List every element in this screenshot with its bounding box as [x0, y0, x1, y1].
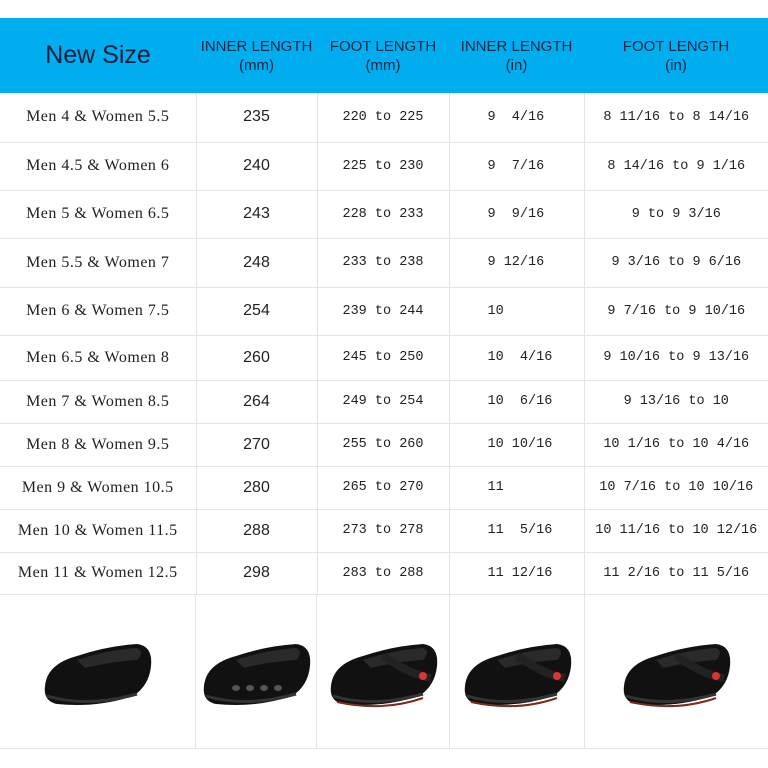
shoe-image	[450, 594, 585, 748]
foot-length-mm-cell: 239 to 244	[317, 287, 450, 336]
clog-icon	[203, 644, 311, 705]
size-cell: Men 10 & Women 11.5	[0, 509, 197, 553]
inner-length-in-cell: 9 4/16	[449, 93, 585, 143]
inner-length-in-cell: 10 6/16	[449, 380, 585, 424]
product-images-row	[0, 594, 768, 749]
inner-length-in-cell: 11 12/16	[449, 552, 585, 595]
table-row: Men 4 & Women 5.5 235 220 to 225 9 4/16 8 11…	[0, 93, 768, 143]
clog-icon	[624, 644, 731, 708]
foot-length-in-cell: 10 11/16 to 10 12/16	[584, 509, 768, 553]
clog-icon	[330, 644, 438, 708]
clog-icon	[464, 644, 572, 708]
size-cell: Men 7 & Women 8.5	[0, 380, 197, 424]
foot-length-mm-cell: 220 to 225	[317, 93, 450, 143]
inner-length-mm-cell: 240	[196, 142, 318, 191]
size-cell: Men 5.5 & Women 7	[0, 238, 197, 288]
shoe-image	[0, 594, 196, 748]
foot-length-in-cell: 10 7/16 to 10 10/16	[584, 466, 768, 510]
inner-length-in-cell: 10 10/16	[449, 423, 585, 467]
foot-length-mm-cell: 228 to 233	[317, 190, 450, 239]
size-cell: Men 4.5 & Women 6	[0, 142, 197, 191]
foot-length-mm-cell: 273 to 278	[317, 509, 450, 553]
table-row: Men 5.5 & Women 7 248 233 to 238 9 12/16 9 3…	[0, 238, 768, 288]
table-header: New Size INNER LENGTH (mm) FOOT LENGTH (mm…	[0, 18, 768, 93]
inner-length-mm-cell: 260	[196, 335, 318, 381]
foot-length-mm-cell: 225 to 230	[317, 142, 450, 191]
header-foot-length-in: FOOT LENGTH (in)	[622, 37, 730, 74]
foot-length-in-cell: 8 14/16 to 9 1/16	[584, 142, 768, 191]
inner-length-mm-cell: 254	[196, 287, 318, 336]
inner-length-in-cell: 9 7/16	[449, 142, 585, 191]
inner-length-in-cell: 9 9/16	[449, 190, 585, 239]
inner-length-mm-cell: 288	[196, 509, 318, 553]
size-table: Men 4 & Women 5.5 235 220 to 225 9 4/16 8 11…	[0, 93, 768, 595]
table-row: Men 6.5 & Women 8 260 245 to 250 10 4/16 9 1…	[0, 335, 768, 381]
table-row: Men 7 & Women 8.5 264 249 to 254 10 6/16 9 1…	[0, 380, 768, 424]
foot-length-in-cell: 11 2/16 to 11 5/16	[584, 552, 768, 595]
shoe-image	[196, 594, 318, 748]
inner-length-in-cell: 10	[449, 287, 585, 336]
size-cell: Men 6 & Women 7.5	[0, 287, 197, 336]
table-row: Men 10 & Women 11.5 288 273 to 278 11 5/16 1…	[0, 509, 768, 553]
table-row: Men 6 & Women 7.5 254 239 to 244 10 9 7/16 t…	[0, 287, 768, 336]
size-cell: Men 5 & Women 6.5	[0, 190, 197, 239]
foot-length-in-cell: 9 10/16 to 9 13/16	[584, 335, 768, 381]
inner-length-mm-cell: 298	[196, 552, 318, 595]
foot-length-mm-cell: 265 to 270	[317, 466, 450, 510]
table-row: Men 4.5 & Women 6 240 225 to 230 9 7/16 8 14…	[0, 142, 768, 191]
foot-length-mm-cell: 249 to 254	[317, 380, 450, 424]
table-row: Men 11 & Women 12.5 298 283 to 288 11 12/16…	[0, 552, 768, 595]
inner-length-mm-cell: 248	[196, 238, 318, 288]
foot-length-in-cell: 9 13/16 to 10	[584, 380, 768, 424]
size-cell: Men 4 & Women 5.5	[0, 93, 197, 143]
foot-length-mm-cell: 245 to 250	[317, 335, 450, 381]
clog-icon	[45, 644, 152, 705]
header-inner-length-mm: INNER LENGTH (mm)	[200, 37, 313, 74]
inner-length-in-cell: 11 5/16	[449, 509, 585, 553]
size-cell: Men 11 & Women 12.5	[0, 552, 197, 595]
header-foot-length-mm: FOOT LENGTH (mm)	[329, 37, 437, 74]
foot-length-in-cell: 9 7/16 to 9 10/16	[584, 287, 768, 336]
foot-length-in-cell: 9 to 9 3/16	[584, 190, 768, 239]
foot-length-in-cell: 10 1/16 to 10 4/16	[584, 423, 768, 467]
foot-length-mm-cell: 283 to 288	[317, 552, 450, 595]
foot-length-mm-cell: 255 to 260	[317, 423, 450, 467]
size-cell: Men 8 & Women 9.5	[0, 423, 197, 467]
table-row: Men 8 & Women 9.5 270 255 to 260 10 10/16 10…	[0, 423, 768, 467]
inner-length-mm-cell: 280	[196, 466, 318, 510]
foot-length-in-cell: 9 3/16 to 9 6/16	[584, 238, 768, 288]
size-cell: Men 6.5 & Women 8	[0, 335, 197, 381]
inner-length-mm-cell: 270	[196, 423, 318, 467]
foot-length-in-cell: 8 11/16 to 8 14/16	[584, 93, 768, 143]
foot-length-mm-cell: 233 to 238	[317, 238, 450, 288]
shoe-image	[317, 594, 450, 748]
inner-length-in-cell: 9 12/16	[449, 238, 585, 288]
inner-length-mm-cell: 264	[196, 380, 318, 424]
shoe-image	[585, 594, 768, 748]
inner-length-in-cell: 11	[449, 466, 585, 510]
table-row: Men 9 & Women 10.5 280 265 to 270 11 10 7/16…	[0, 466, 768, 510]
inner-length-mm-cell: 235	[196, 93, 318, 143]
size-cell: Men 9 & Women 10.5	[0, 466, 197, 510]
header-inner-length-in: INNER LENGTH (in)	[460, 37, 573, 74]
table-row: Men 5 & Women 6.5 243 228 to 233 9 9/16 9 to…	[0, 190, 768, 239]
header-new-size: New Size	[45, 41, 151, 69]
inner-length-in-cell: 10 4/16	[449, 335, 585, 381]
inner-length-mm-cell: 243	[196, 190, 318, 239]
